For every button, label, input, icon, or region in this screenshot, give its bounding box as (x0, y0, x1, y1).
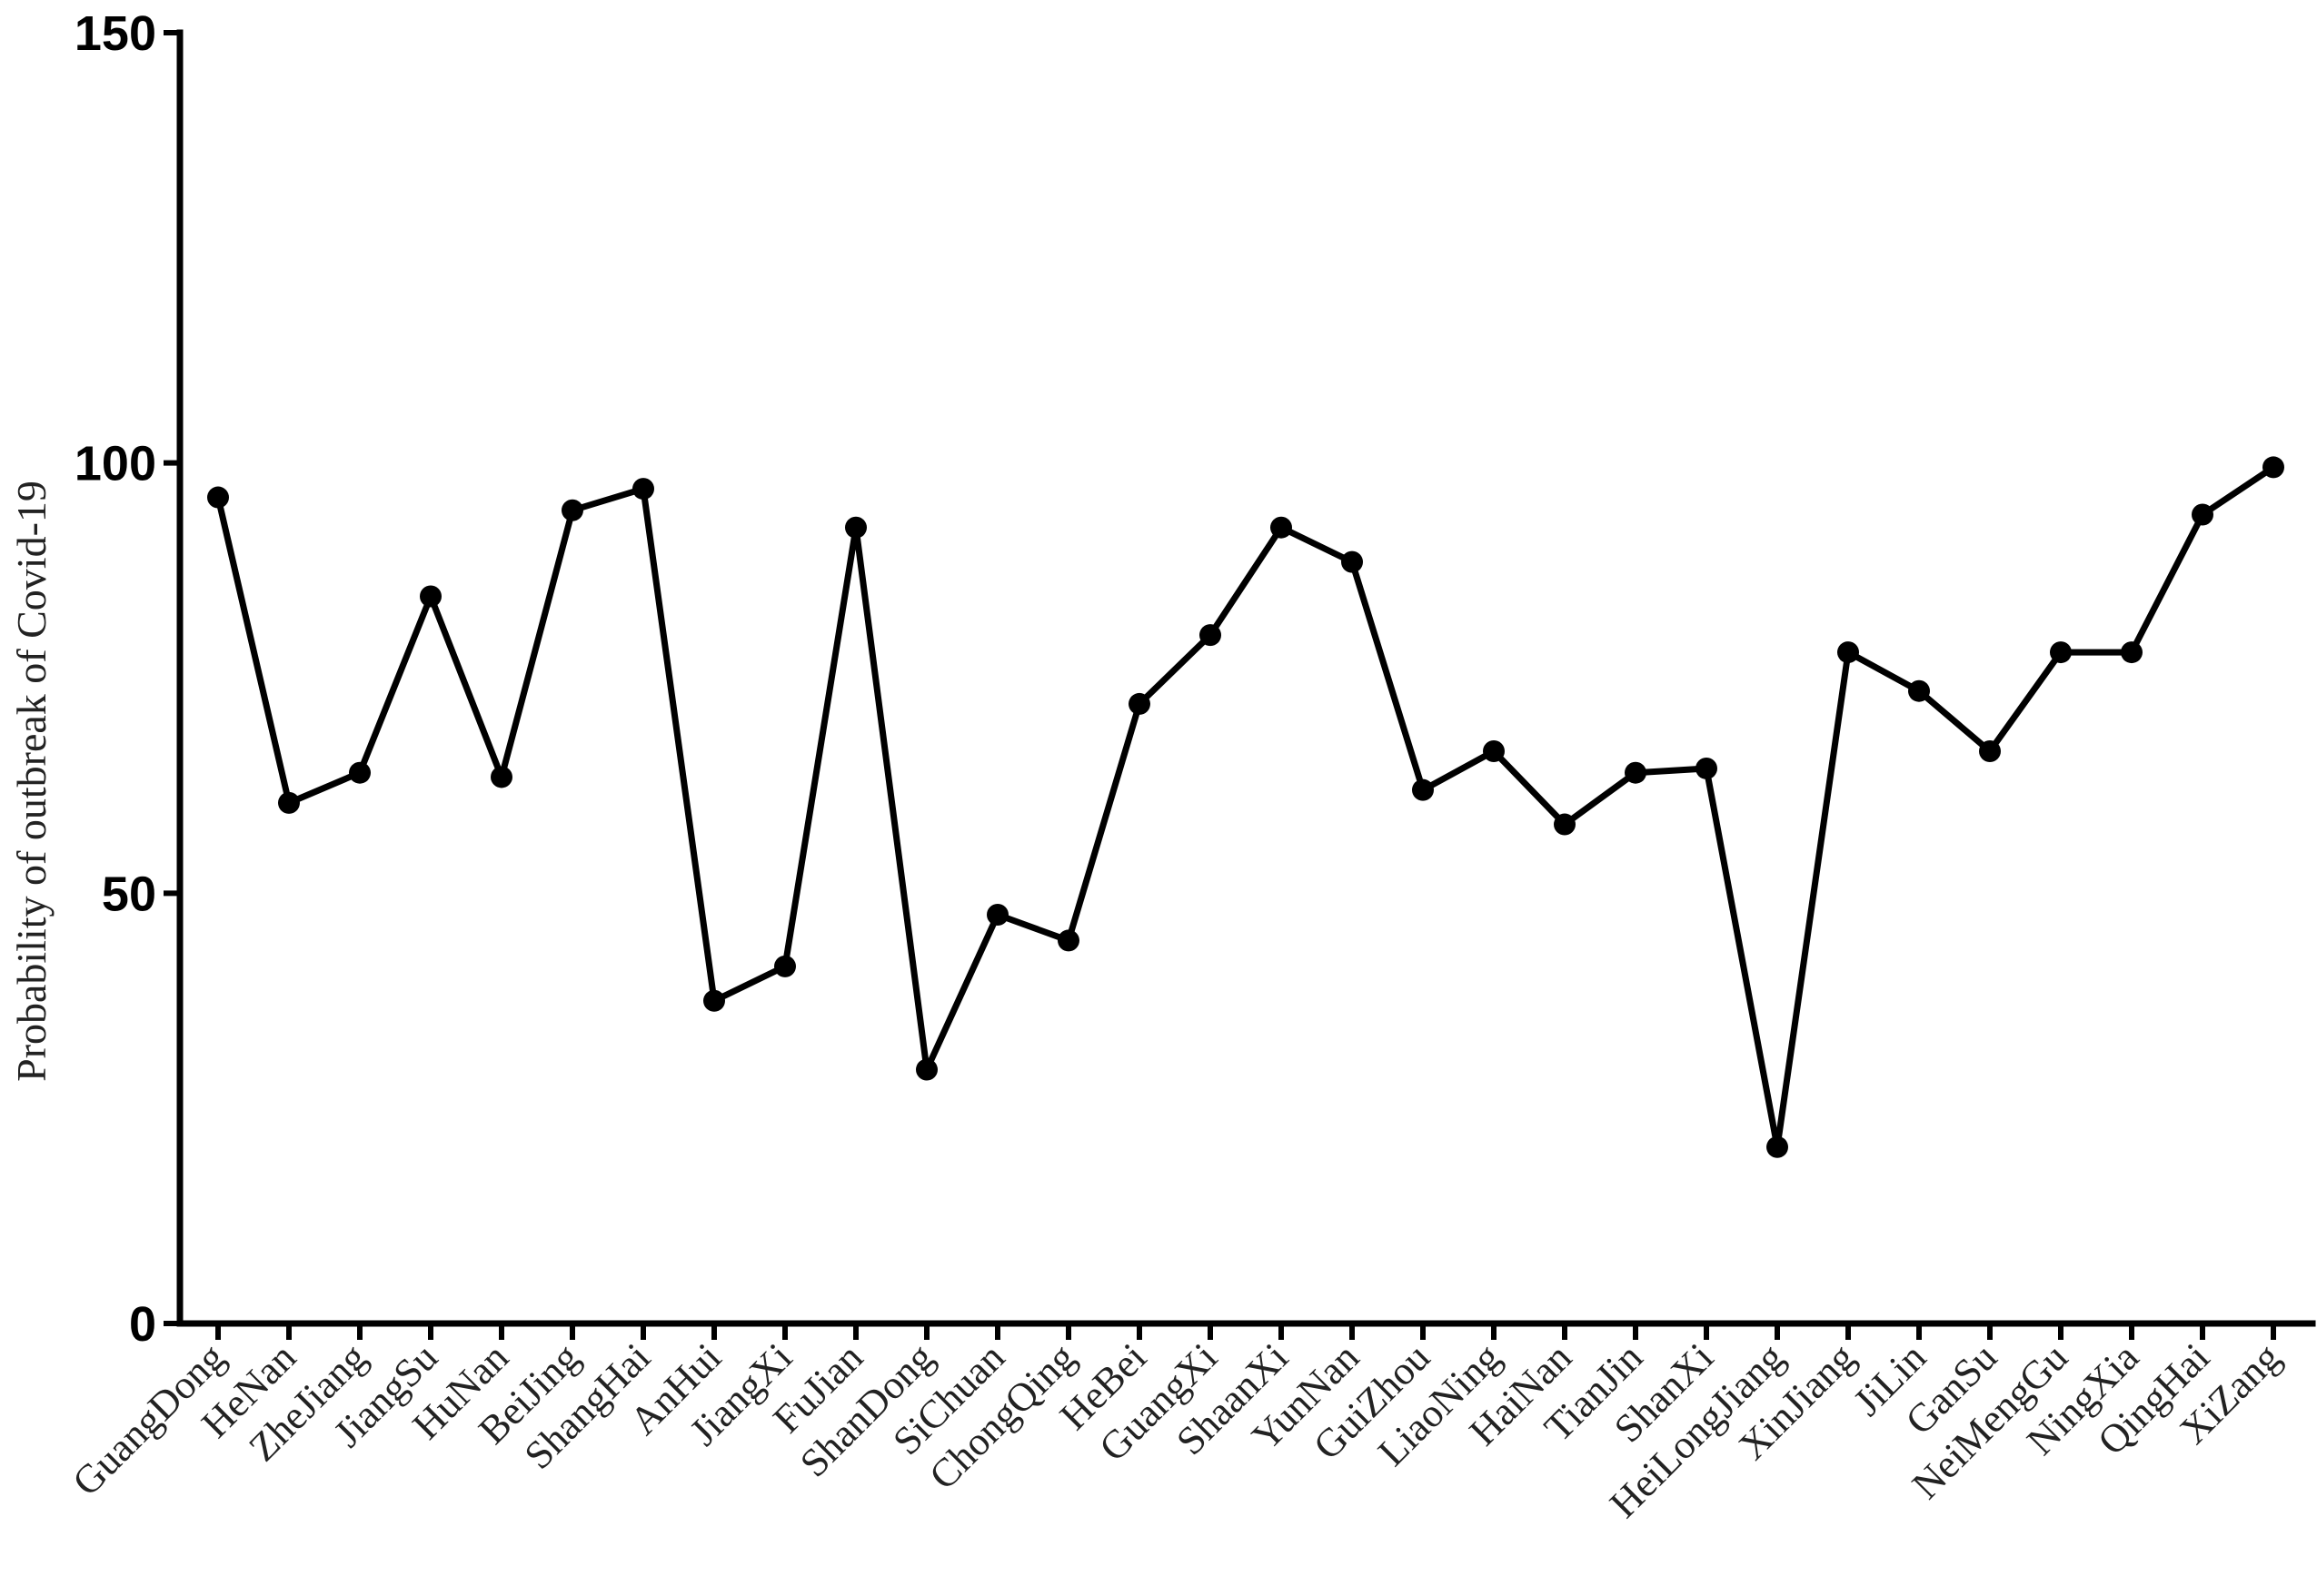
data-point (987, 904, 1009, 927)
data-point (1695, 757, 1717, 779)
y-axis: 0 50 100 150 (75, 6, 184, 1352)
y-axis-title: Probability of outbreak of Covid-19 (8, 481, 55, 1082)
data-point (1058, 929, 1079, 952)
data-point (2262, 456, 2284, 479)
data-point (1908, 679, 1930, 702)
data-point (207, 486, 229, 509)
data-point (845, 516, 867, 539)
data-point (491, 766, 512, 788)
y-tick-label: 150 (75, 6, 156, 61)
y-tick-label: 0 (129, 1297, 156, 1352)
data-point (1483, 740, 1505, 763)
data-point (1979, 740, 2001, 763)
y-tick-label: 50 (102, 867, 156, 921)
data-point (632, 478, 654, 501)
data-point (562, 499, 583, 521)
data-point (1766, 1135, 1788, 1158)
data-point (1129, 692, 1150, 715)
data-point (1412, 778, 1434, 801)
data-point (420, 585, 442, 608)
data-point (2121, 641, 2143, 664)
data-point (2192, 503, 2213, 526)
data-point (1199, 624, 1221, 647)
data-point (774, 955, 796, 977)
data-point (278, 791, 300, 814)
data-point (2050, 641, 2072, 664)
data-point (1270, 516, 1292, 539)
data-point (1625, 761, 1646, 784)
data-point (1837, 641, 1859, 664)
data-point (1341, 550, 1363, 573)
y-tick-label: 100 (75, 437, 156, 491)
data-point (916, 1058, 938, 1081)
data-point (703, 989, 725, 1012)
series-line (214, 464, 2275, 1151)
data-series (207, 456, 2284, 1158)
x-axis: GuangDongHeNanZheJiangJiangSuHuNanBeiJin… (64, 1320, 2316, 1526)
data-point (1554, 813, 1576, 836)
data-point (349, 761, 371, 784)
